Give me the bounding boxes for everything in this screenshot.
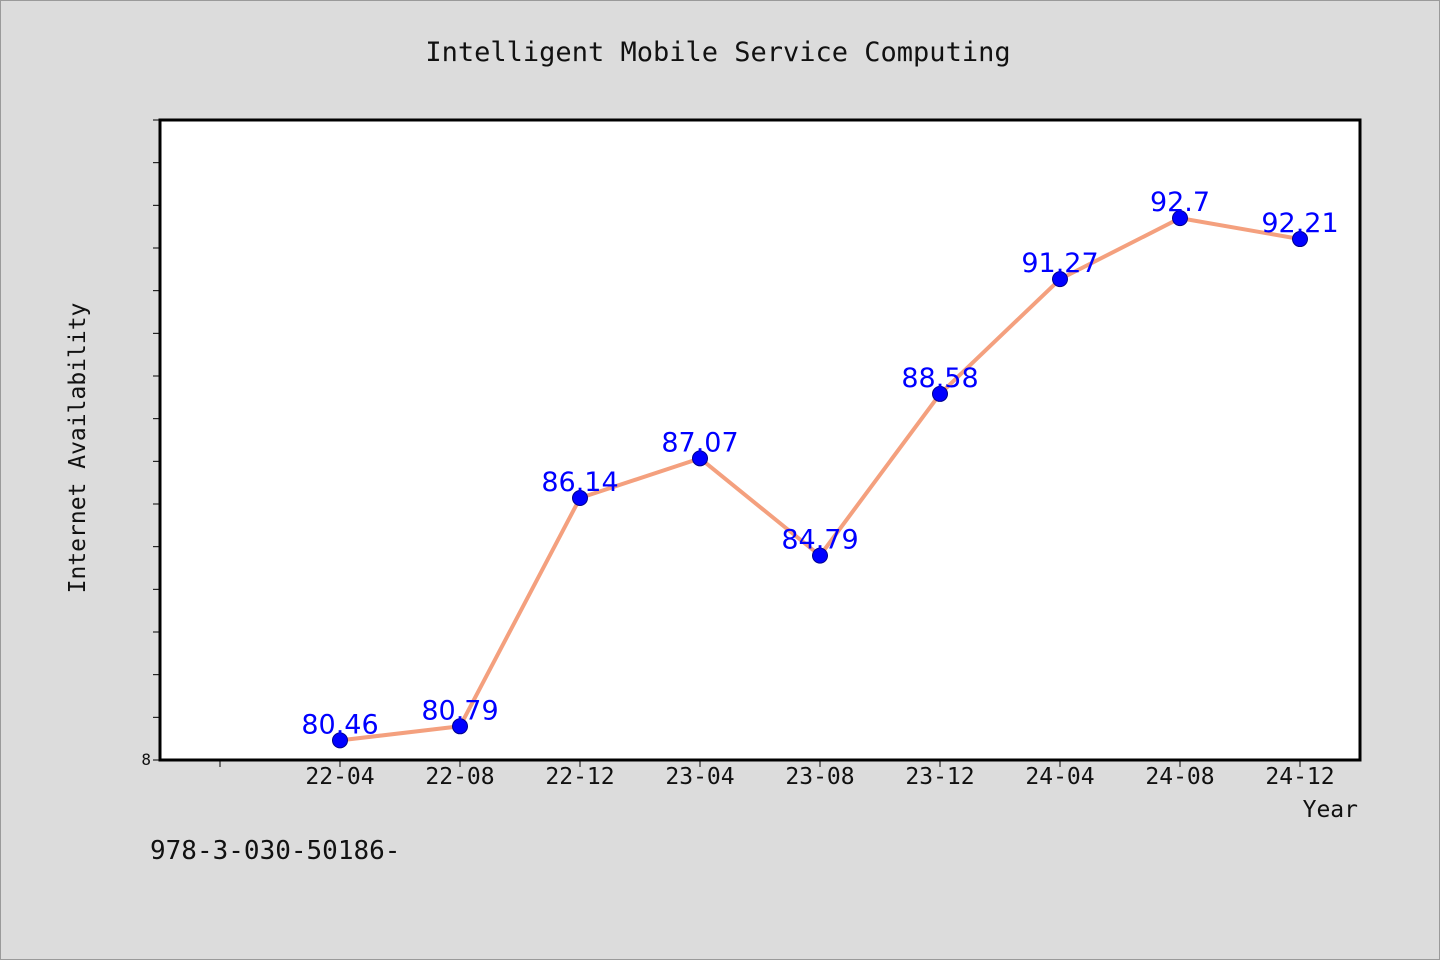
data-point xyxy=(812,547,828,564)
data-label: 80.79 xyxy=(421,695,498,726)
data-label: 87.07 xyxy=(661,427,738,458)
x-tick-label: 24-08 xyxy=(1145,764,1214,790)
data-point xyxy=(1172,210,1188,227)
y-axis-label: Internet Availability xyxy=(65,303,91,594)
data-label: 92.21 xyxy=(1261,208,1338,239)
series-layer: 80.46 80.79 86.14 87.07 84.79 88.58 91.27 92.7 9… xyxy=(301,187,1339,749)
x-tick-label: 22-04 xyxy=(305,764,374,790)
data-point xyxy=(1052,271,1068,288)
data-label: 92.7 xyxy=(1150,187,1210,218)
chart-title: Intelligent Mobile Service Computing xyxy=(425,37,1010,68)
data-label: 84.79 xyxy=(781,525,858,556)
data-point xyxy=(1292,231,1308,248)
x-axis-label: Year xyxy=(1303,797,1358,823)
axis-ticks: 8 22-04 22-08 22-12 23-04 23-08 23-12 24-04 24-0… xyxy=(141,119,1335,790)
data-label: 91.27 xyxy=(1021,248,1098,279)
data-point xyxy=(572,490,588,507)
y-tick-label: 8 xyxy=(141,750,151,769)
data-point xyxy=(932,385,948,402)
data-point xyxy=(452,718,468,735)
x-tick-label: 22-12 xyxy=(545,764,614,790)
data-point xyxy=(692,450,708,467)
x-tick-label: 23-04 xyxy=(665,764,734,790)
footer-note: 978-3-030-50186- xyxy=(150,836,401,866)
x-tick-label: 24-04 xyxy=(1025,764,1094,790)
x-tick-label: 23-12 xyxy=(905,764,974,790)
x-tick-label: 23-08 xyxy=(785,764,854,790)
data-point xyxy=(332,732,348,749)
x-tick-label: 22-08 xyxy=(425,764,494,790)
x-tick-label: 24-12 xyxy=(1265,764,1334,790)
data-label: 86.14 xyxy=(541,467,618,498)
data-label: 80.46 xyxy=(301,709,378,740)
data-label: 88.58 xyxy=(901,363,978,394)
